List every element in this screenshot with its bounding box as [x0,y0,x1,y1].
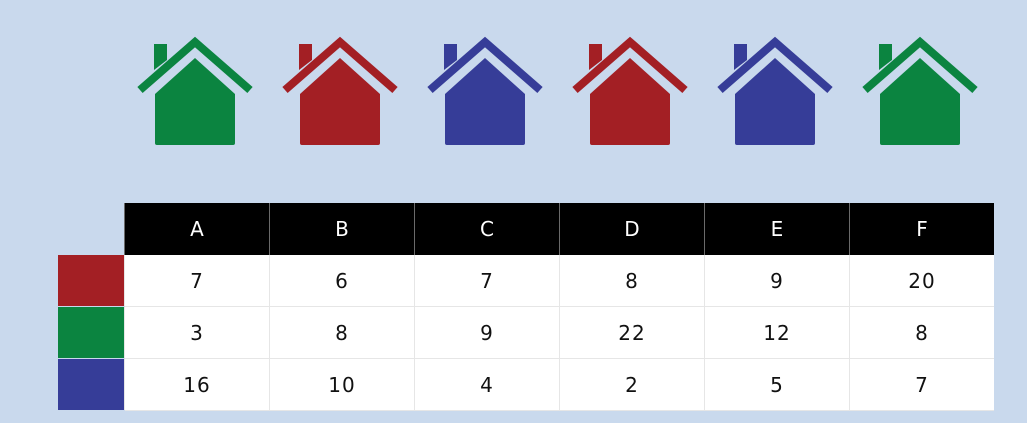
house-icon [862,36,978,146]
table-cell: 6 [269,255,415,307]
table-cell: 9 [414,306,560,359]
house-icon [137,36,253,146]
table-cell: 16 [124,358,270,411]
column-header: C [414,203,560,255]
data-table: A B C D E F 7 6 7 8 9 20 3 8 9 22 12 8 [58,203,994,411]
table-corner [58,203,125,255]
column-header: D [559,203,705,255]
table-cell: 7 [124,255,270,307]
house-row [0,0,1027,160]
table-cell: 8 [559,255,705,307]
column-header: F [849,203,994,255]
house-icon [427,36,543,146]
table-cell: 8 [849,306,994,359]
row-color-swatch [58,358,125,411]
house-icon [717,36,833,146]
table-cell: 7 [849,358,994,411]
table-header-row: A B C D E F [58,203,994,255]
table-cell: 22 [559,306,705,359]
table-row: 7 6 7 8 9 20 [58,255,994,307]
table-row: 3 8 9 22 12 8 [58,306,994,359]
table-cell: 2 [559,358,705,411]
row-color-swatch [58,255,125,307]
row-color-swatch [58,306,125,359]
table-row: 16 10 4 2 5 7 [58,358,994,411]
table-cell: 3 [124,306,270,359]
table-cell: 7 [414,255,560,307]
column-header: B [269,203,415,255]
table-cell: 10 [269,358,415,411]
table-cell: 8 [269,306,415,359]
table-cell: 20 [849,255,994,307]
table-cell: 9 [704,255,850,307]
house-icon [572,36,688,146]
house-icon [282,36,398,146]
table-cell: 4 [414,358,560,411]
column-header: A [124,203,270,255]
column-header: E [704,203,850,255]
table-cell: 5 [704,358,850,411]
table-cell: 12 [704,306,850,359]
